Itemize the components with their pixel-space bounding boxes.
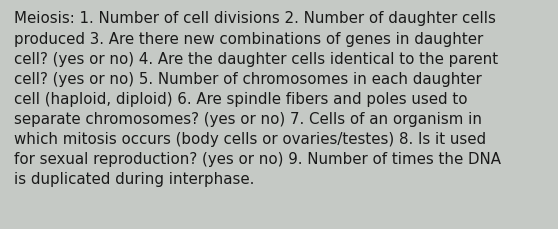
Text: Meiosis: 1. Number of cell divisions 2. Number of daughter cells
produced 3. Are: Meiosis: 1. Number of cell divisions 2. … [14,11,501,186]
